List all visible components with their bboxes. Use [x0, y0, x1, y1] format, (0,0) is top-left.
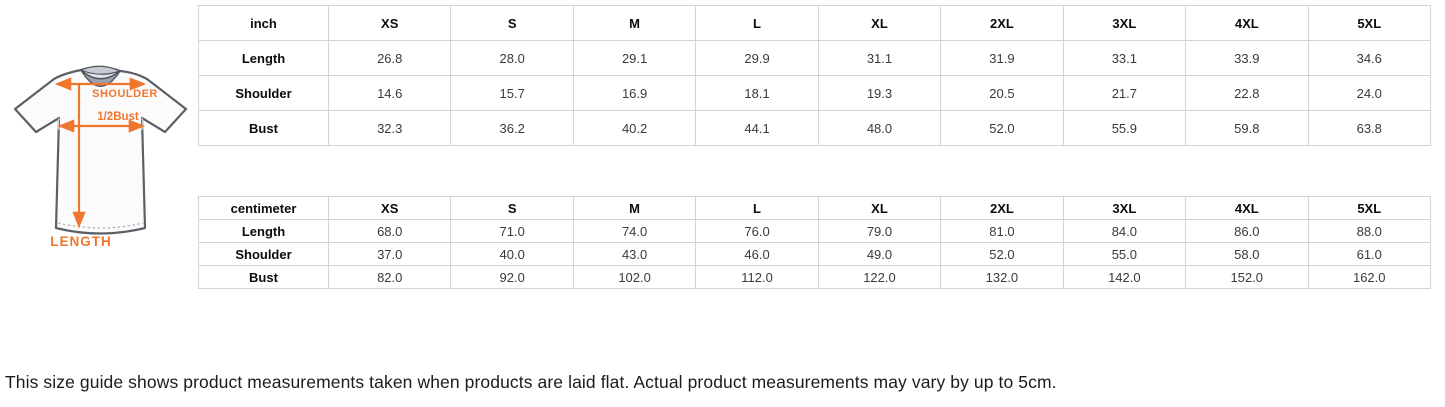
measurement-cell: 79.0	[817, 219, 942, 243]
measurement-cell: 112.0	[695, 265, 819, 289]
measurement-cell: 102.0	[572, 265, 697, 289]
measurement-cell: 55.0	[1062, 242, 1187, 266]
size-header-cell: S	[450, 196, 574, 220]
size-guide-note: This size guide shows product measuremen…	[5, 372, 1057, 392]
size-header-cell: 4XL	[1185, 5, 1309, 41]
measurement-cell: 44.1	[695, 110, 819, 146]
size-header-cell: L	[695, 196, 819, 220]
measurement-cell: 24.0	[1307, 75, 1431, 111]
measurement-cell: 63.8	[1307, 110, 1431, 146]
measurement-cell: 40.0	[450, 242, 574, 266]
cm-size-table: centimeter XS S M L XL 2XL 3XL 4XL 5XL Length 68.0 7…	[198, 196, 1431, 289]
size-header-cell: M	[572, 196, 697, 220]
row-label-cell: Bust	[198, 110, 329, 146]
measurement-cell: 26.8	[327, 40, 452, 76]
measurement-cell: 46.0	[695, 242, 819, 266]
shoulder-label: SHOULDER	[92, 88, 158, 100]
measurement-cell: 52.0	[940, 242, 1064, 266]
measurement-cell: 61.0	[1307, 242, 1431, 266]
measurement-cell: 29.9	[695, 40, 819, 76]
inch-size-table: inch XS S M L XL 2XL 3XL 4XL 5XL Length 26.8 28.0 29.…	[198, 5, 1431, 146]
unit-header-cell: inch	[198, 5, 329, 41]
bust-label: 1/2Bust	[97, 111, 139, 123]
size-header-cell: 3XL	[1062, 5, 1187, 41]
measurement-cell: 34.6	[1307, 40, 1431, 76]
measurement-cell: 20.5	[940, 75, 1064, 111]
size-header-cell: 2XL	[940, 196, 1064, 220]
size-header-cell: 4XL	[1185, 196, 1309, 220]
measurement-cell: 31.9	[940, 40, 1064, 76]
size-header-cell: M	[572, 5, 697, 41]
tshirt-hem-stitch	[57, 222, 144, 229]
measurement-cell: 21.7	[1062, 75, 1187, 111]
measurement-cell: 49.0	[817, 242, 942, 266]
tshirt-measurement-diagram: SHOULDER 1/2Bust LENGTH	[8, 60, 193, 258]
size-header-cell: 5XL	[1307, 5, 1431, 41]
size-header-row: centimeter XS S M L XL 2XL 3XL 4XL 5XL	[198, 196, 1431, 220]
measurement-cell: 33.1	[1062, 40, 1187, 76]
measurement-cell: 132.0	[940, 265, 1064, 289]
row-label-cell: Length	[198, 40, 329, 76]
measurement-cell: 16.9	[572, 75, 697, 111]
size-header-cell: XS	[327, 196, 452, 220]
size-header-cell: 5XL	[1307, 196, 1431, 220]
size-header-cell: XL	[817, 5, 942, 41]
measurement-cell: 88.0	[1307, 219, 1431, 243]
measurement-cell: 68.0	[327, 219, 452, 243]
measurement-cell: 86.0	[1185, 219, 1309, 243]
measurement-cell: 14.6	[327, 75, 452, 111]
measurement-cell: 84.0	[1062, 219, 1187, 243]
measurement-cell: 19.3	[817, 75, 942, 111]
measurement-cell: 43.0	[572, 242, 697, 266]
measurement-cell: 58.0	[1185, 242, 1309, 266]
measurement-cell: 33.9	[1185, 40, 1309, 76]
tshirt-graphic: SHOULDER 1/2Bust LENGTH	[13, 65, 188, 249]
measurement-cell: 71.0	[450, 219, 574, 243]
measurement-cell: 32.3	[327, 110, 452, 146]
size-header-cell: 3XL	[1062, 196, 1187, 220]
measurement-cell: 40.2	[572, 110, 697, 146]
measurement-cell: 52.0	[940, 110, 1064, 146]
measurement-cell: 122.0	[817, 265, 942, 289]
size-header-cell: XS	[327, 5, 452, 41]
measurement-cell: 22.8	[1185, 75, 1309, 111]
size-header-cell: 2XL	[940, 5, 1064, 41]
measurement-cell: 36.2	[450, 110, 574, 146]
measurement-cell: 29.1	[572, 40, 697, 76]
unit-header-cell: centimeter	[198, 196, 329, 220]
row-label-cell: Length	[198, 219, 329, 243]
measurement-cell: 28.0	[450, 40, 574, 76]
measurement-cell: 76.0	[695, 219, 819, 243]
size-header-cell: L	[695, 5, 819, 41]
measurement-row: Shoulder 37.0 40.0 43.0 46.0 49.0 52.0 55.0 58.0…	[198, 242, 1431, 266]
row-label-cell: Shoulder	[198, 75, 329, 111]
measurement-row: Bust 32.3 36.2 40.2 44.1 48.0 52.0 55.9 59.8 63.8	[198, 110, 1431, 146]
measurement-cell: 15.7	[450, 75, 574, 111]
row-label-cell: Shoulder	[198, 242, 329, 266]
measurement-cell: 31.1	[817, 40, 942, 76]
measurement-cell: 162.0	[1307, 265, 1431, 289]
measurement-cell: 152.0	[1185, 265, 1309, 289]
measurement-cell: 92.0	[450, 265, 574, 289]
measurement-cell: 142.0	[1062, 265, 1187, 289]
length-label: LENGTH	[50, 234, 112, 249]
measurement-cell: 18.1	[695, 75, 819, 111]
measurement-row: Shoulder 14.6 15.7 16.9 18.1 19.3 20.5 21.7 22.8…	[198, 75, 1431, 111]
size-header-row: inch XS S M L XL 2XL 3XL 4XL 5XL	[198, 5, 1431, 41]
measurement-row: Length 26.8 28.0 29.1 29.9 31.1 31.9 33.1 33.9 34…	[198, 40, 1431, 76]
tshirt-body-outline	[13, 66, 188, 235]
size-header-cell: XL	[817, 196, 942, 220]
measurement-row: Bust 82.0 92.0 102.0 112.0 122.0 132.0 142.0 152…	[198, 265, 1431, 289]
measurement-cell: 74.0	[572, 219, 697, 243]
size-header-cell: S	[450, 5, 574, 41]
measurement-cell: 81.0	[940, 219, 1064, 243]
measurement-row: Length 68.0 71.0 74.0 76.0 79.0 81.0 84.0 86.0 88…	[198, 219, 1431, 243]
row-label-cell: Bust	[198, 265, 329, 289]
measurement-cell: 82.0	[327, 265, 452, 289]
measurement-cell: 59.8	[1185, 110, 1309, 146]
measurement-cell: 37.0	[327, 242, 452, 266]
measurement-cell: 48.0	[817, 110, 942, 146]
measurement-cell: 55.9	[1062, 110, 1187, 146]
